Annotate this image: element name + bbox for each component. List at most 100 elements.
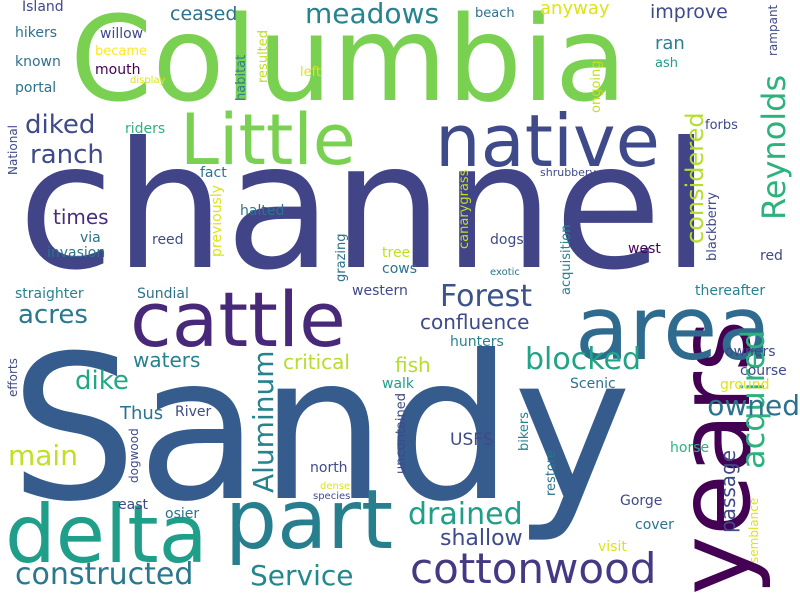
word: restore <box>544 450 559 496</box>
word: dogwood <box>127 428 141 483</box>
word: meadows <box>305 0 440 30</box>
word: halted <box>240 203 285 219</box>
word: times <box>53 205 109 229</box>
word: cattle <box>130 275 346 364</box>
word: Sandy <box>10 313 632 546</box>
word: area <box>575 277 772 380</box>
word: Reynolds <box>755 74 793 220</box>
word: anyway <box>540 0 610 19</box>
word: beach <box>475 6 515 21</box>
word: willow <box>100 26 144 42</box>
word: Columbia <box>70 0 628 128</box>
word: cottonwood <box>410 544 657 593</box>
word: ceased <box>170 3 238 25</box>
word: north <box>310 460 348 476</box>
word: native <box>435 99 660 183</box>
word: dike <box>75 366 129 396</box>
word: part <box>225 473 394 568</box>
word: reed <box>152 232 184 248</box>
word: rampant <box>766 4 780 56</box>
word: invasion <box>47 245 106 261</box>
word: ran <box>655 33 685 54</box>
word: owners <box>725 344 776 360</box>
word: via <box>80 230 101 246</box>
word: visit <box>598 539 627 555</box>
word: acres <box>18 300 88 330</box>
word: shrubbery <box>540 166 596 179</box>
word: USFS <box>450 430 494 450</box>
word: owned <box>707 389 800 422</box>
word: hunters <box>450 334 504 350</box>
word: cows <box>382 261 418 277</box>
word: improve <box>650 1 728 23</box>
word: east <box>118 497 148 513</box>
word: Forest <box>440 279 533 314</box>
word: became <box>95 44 148 59</box>
word: acquisition <box>559 224 574 295</box>
word: semblance <box>747 497 761 563</box>
word: ranch <box>30 140 104 170</box>
word: Gorge <box>620 493 663 509</box>
word: hikers <box>15 25 58 41</box>
word: uncontained <box>394 393 409 474</box>
word: channel <box>18 106 711 309</box>
word: National <box>6 124 20 175</box>
word: grazing <box>334 233 349 283</box>
word: blocked <box>525 342 642 377</box>
word: delta <box>5 488 208 581</box>
word: resulted <box>256 29 271 83</box>
word: fact <box>200 165 227 181</box>
word: thereafter <box>695 283 766 299</box>
word: riders <box>125 121 166 137</box>
word: dogs <box>490 232 524 248</box>
word: red <box>760 248 783 264</box>
word: critical <box>283 350 350 374</box>
word: forbs <box>705 118 738 133</box>
word: Thus <box>120 403 164 424</box>
word: horse <box>670 440 710 456</box>
word: left <box>300 65 322 80</box>
word: western <box>352 283 408 299</box>
word: passage <box>716 449 740 533</box>
word: Sundial <box>137 286 189 302</box>
word: River <box>175 404 212 420</box>
word: osier <box>165 506 200 522</box>
word: Island <box>22 0 64 15</box>
word: efforts <box>6 358 20 397</box>
word: Aluminum <box>247 350 280 493</box>
word: straighter <box>15 286 84 302</box>
word: walk <box>382 376 415 392</box>
word: mouth <box>95 62 141 78</box>
word: course <box>740 363 787 379</box>
word: waters <box>133 348 201 372</box>
word: main <box>8 439 78 472</box>
word: west <box>628 241 661 257</box>
word: fish <box>395 353 431 377</box>
word: bikers <box>517 411 532 451</box>
word: species <box>313 491 351 502</box>
word: confluence <box>420 310 530 334</box>
word: Little <box>180 99 356 181</box>
word: Service <box>250 559 354 592</box>
word: exotic <box>490 267 520 278</box>
word: ground <box>720 377 770 393</box>
word: display <box>130 75 166 86</box>
word: considered <box>681 112 709 244</box>
word: dense <box>320 481 351 492</box>
word: tree <box>382 245 411 261</box>
word: blackberry <box>705 192 720 261</box>
word: portal <box>15 80 57 96</box>
word: constructed <box>15 557 194 592</box>
word: known <box>15 54 61 70</box>
word: Scenic <box>570 376 616 392</box>
word: cover <box>635 517 674 533</box>
word: previously <box>209 184 225 257</box>
word: diked <box>25 110 96 140</box>
word: ash <box>655 56 678 71</box>
word: drained <box>408 497 523 532</box>
word: shallow <box>440 526 523 551</box>
word: ongoing <box>589 60 604 113</box>
word: canarygrass <box>457 169 472 249</box>
word: habitat <box>234 54 249 101</box>
